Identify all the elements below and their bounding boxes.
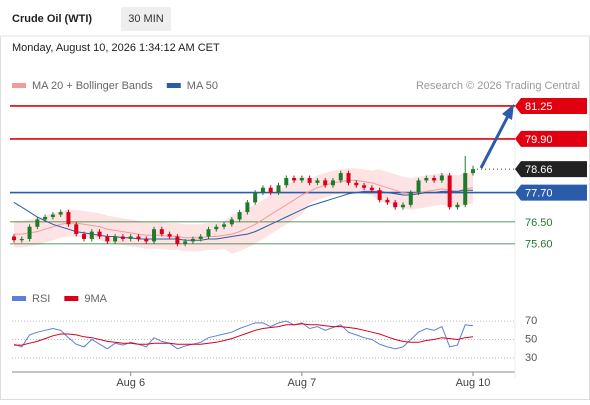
candle-body — [432, 177, 437, 181]
source: Research © 2026 Trading Central — [416, 80, 580, 92]
candle-body — [175, 236, 180, 244]
candle-body — [237, 212, 242, 220]
indicator-line — [14, 323, 474, 346]
candle-body — [105, 236, 110, 242]
legend-label: MA 20 + Bollinger Bands — [32, 80, 153, 92]
candle-body — [136, 236, 141, 239]
candle-body — [82, 234, 87, 239]
legend-swatch — [12, 296, 26, 301]
interval-badge — [121, 7, 171, 31]
chart-title: Crude Oil (WTI) — [12, 13, 92, 25]
candle-body — [307, 177, 312, 183]
legend-swatch — [12, 83, 26, 88]
x-tick-label: Aug 7 — [287, 377, 316, 389]
candle-body — [455, 204, 460, 208]
y-tick-label: 30 — [525, 352, 537, 364]
candle-body — [74, 224, 79, 235]
level-label: 75.60 — [525, 239, 553, 251]
candle-body — [113, 236, 118, 242]
candle-body — [447, 175, 452, 208]
candle-body — [377, 190, 382, 200]
candle-body — [330, 180, 335, 186]
x-tick-label: Aug 10 — [456, 377, 491, 389]
candle-body — [120, 236, 125, 239]
legend-label: RSI — [32, 293, 50, 305]
level-box — [515, 184, 587, 201]
legend-label: 9MA — [84, 293, 107, 305]
level-box — [515, 130, 587, 147]
candle-body — [393, 202, 398, 208]
candle-body — [362, 185, 367, 188]
candle-body — [97, 231, 102, 237]
candle-body — [27, 226, 32, 239]
candle-body — [222, 224, 227, 227]
candle-body — [276, 185, 281, 193]
candle-body — [268, 187, 273, 193]
candle-body — [260, 187, 265, 193]
candle-body — [12, 236, 16, 241]
candle-body — [463, 173, 468, 205]
candle-body — [89, 231, 94, 239]
legend-swatch — [166, 83, 181, 88]
candle-body — [19, 238, 24, 241]
last-price-label: 78.66 — [525, 164, 553, 176]
candle-body — [43, 217, 48, 220]
last-price-box — [515, 161, 587, 178]
candle-body — [369, 187, 374, 191]
candle-body — [408, 192, 413, 205]
candle-body — [338, 173, 343, 181]
candle-body — [299, 177, 304, 181]
candle-body — [385, 199, 390, 203]
candle-body — [471, 169, 475, 174]
subtitle: Monday, August 10, 2026 1:34:12 AM CET — [12, 42, 220, 54]
level-label: 77.70 — [525, 188, 553, 200]
candle-body — [159, 229, 164, 235]
candle-body — [346, 173, 351, 183]
candle-body — [354, 182, 359, 186]
level-box — [515, 97, 587, 114]
candle-body — [206, 229, 211, 237]
candle-body — [424, 177, 429, 181]
y-tick-label: 70 — [525, 315, 537, 327]
level-label: 76.50 — [525, 217, 553, 229]
indicator-line — [13, 320, 474, 350]
candle-body — [416, 180, 421, 193]
candle-body — [190, 238, 195, 242]
candle-body — [292, 177, 297, 181]
candle-body — [253, 192, 258, 203]
interval: 30 MIN — [128, 13, 164, 25]
candle-body — [183, 241, 188, 244]
level-label: 81.25 — [525, 101, 553, 113]
header — [0, 0, 590, 36]
forecast-arrow — [479, 115, 510, 169]
candle-body — [50, 214, 55, 217]
forecast-arrowhead — [502, 104, 514, 120]
candle-body — [245, 202, 250, 213]
moving-average — [14, 179, 474, 239]
candle-body — [439, 175, 444, 181]
candle-body — [152, 229, 157, 242]
level-label: 79.90 — [525, 134, 553, 146]
candle-body — [128, 236, 133, 239]
candle-body — [214, 226, 219, 230]
candle-body — [229, 219, 234, 225]
candle-body — [66, 212, 71, 225]
candle-body — [315, 180, 320, 183]
candle-body — [400, 204, 405, 208]
candle-body — [198, 236, 203, 239]
candle-body — [323, 180, 328, 186]
legend-swatch — [64, 296, 79, 301]
x-tick-label: Aug 6 — [116, 377, 145, 389]
candle-body — [144, 238, 149, 242]
candle-body — [284, 177, 289, 186]
candle-body — [167, 234, 172, 237]
candle-body — [35, 219, 40, 227]
y-tick-label: 50 — [525, 333, 537, 345]
legend-label: MA 50 — [187, 80, 218, 92]
candle-body — [58, 212, 63, 215]
